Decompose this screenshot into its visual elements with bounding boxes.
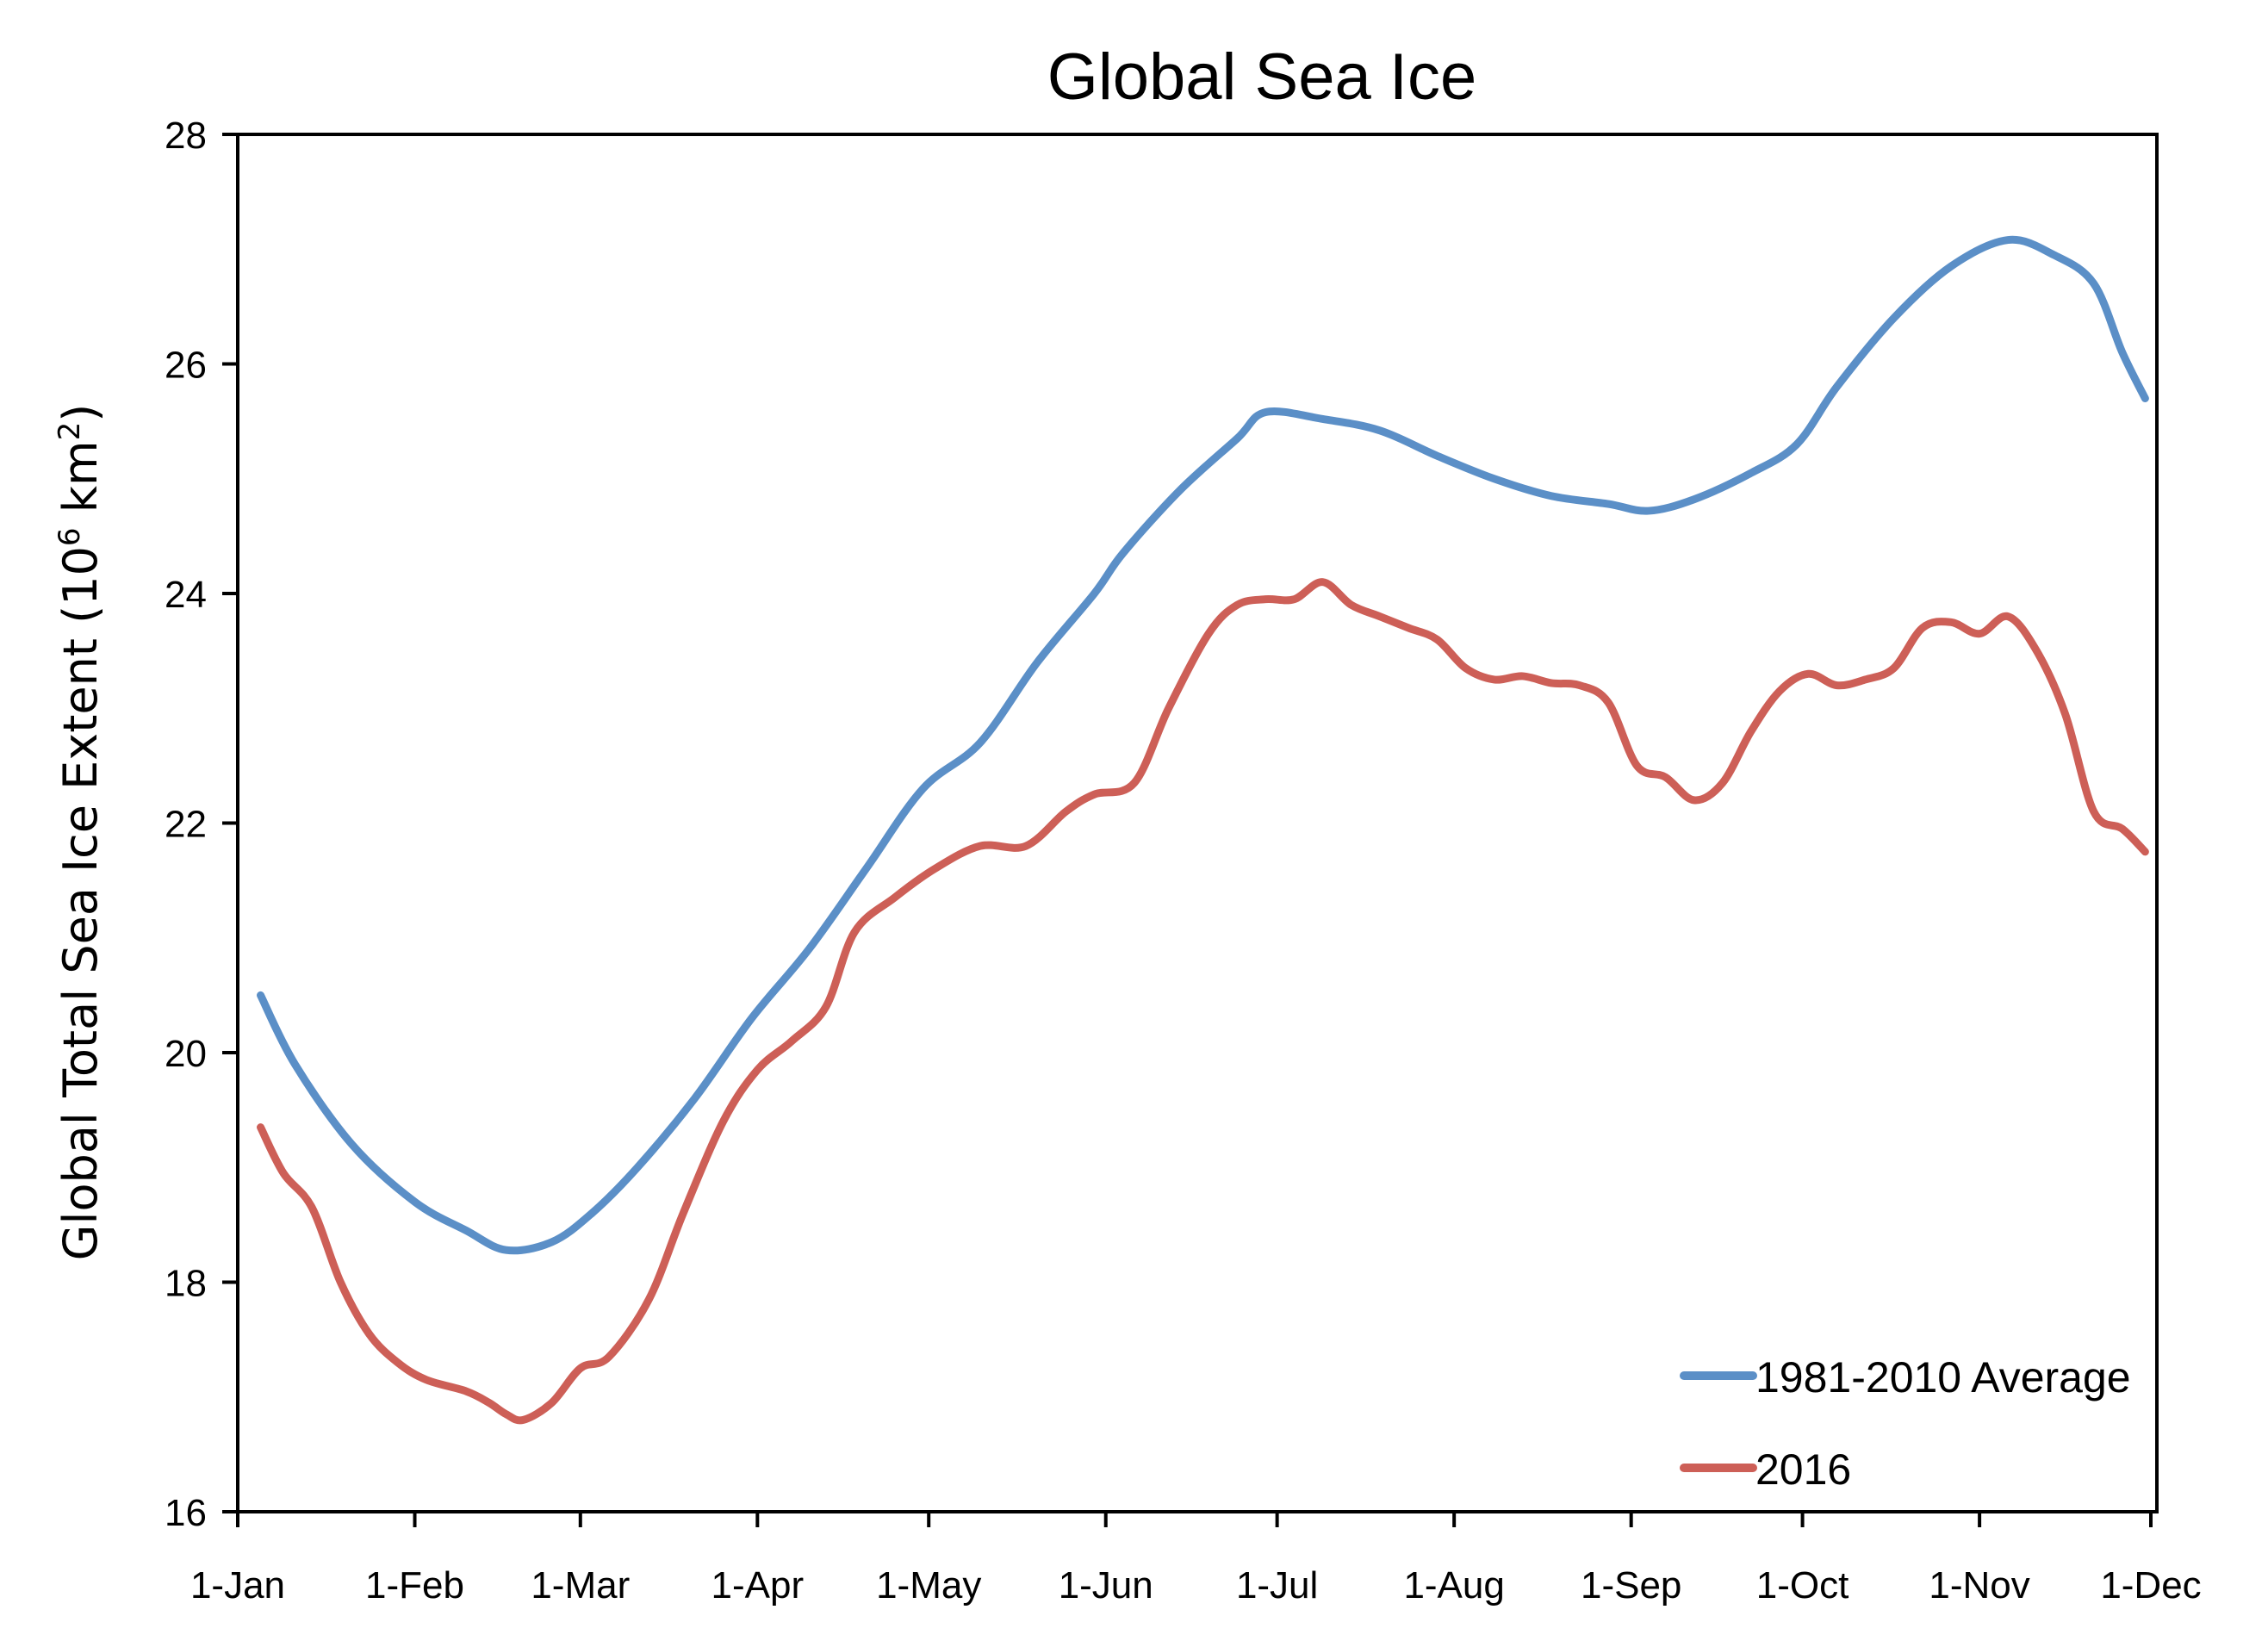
y-tick-label: 28: [165, 115, 207, 157]
y-axis-label-exponent-6: 6: [53, 527, 87, 546]
y-axis-label-main: Global Total Sea Ice Extent (10: [53, 546, 108, 1260]
x-tick-label: 1-Mar: [531, 1564, 630, 1607]
chart-title: Global Sea Ice: [1047, 40, 1477, 114]
x-tick-label: 1-Apr: [711, 1564, 805, 1607]
y-axis-label: Global Total Sea Ice Extent (106 km2): [53, 404, 108, 1261]
y-axis: 16 18 20 22 24 26 28: [165, 115, 238, 1534]
series-line-2016: [257, 578, 2149, 1425]
y-axis-label-unit: km: [53, 440, 108, 527]
y-axis-label-close: ): [53, 404, 108, 422]
svg-text:Global Total Sea Ice Extent (1: Global Total Sea Ice Extent (106 km2): [53, 404, 108, 1261]
x-tick-label: 1-Oct: [1756, 1564, 1849, 1607]
x-tick-label: 1-May: [876, 1564, 981, 1607]
y-tick-label: 26: [165, 345, 207, 387]
legend-label-2016: 2016: [1755, 1445, 1851, 1494]
y-tick-label: 16: [165, 1492, 207, 1534]
series-layer: [257, 235, 2149, 1425]
y-tick-label: 22: [165, 804, 207, 846]
series-line-average: [257, 235, 2149, 1255]
y-tick-label: 18: [165, 1263, 207, 1305]
x-tick-label: 1-Feb: [365, 1564, 464, 1607]
y-axis-label-exponent-2: 2: [53, 422, 87, 441]
legend: 1981-2010 Average 2016: [1680, 1353, 2131, 1494]
y-tick-label: 20: [165, 1033, 207, 1075]
x-tick-label: 1-Jan: [190, 1564, 285, 1607]
x-tick-label: 1-Sep: [1581, 1564, 1681, 1607]
x-tick-label: 1-Jun: [1059, 1564, 1153, 1607]
legend-label-average: 1981-2010 Average: [1755, 1353, 2131, 1402]
x-axis: 1-Jan 1-Feb 1-Mar 1-Apr 1-May 1-Jun 1-Jul 1-Aug…: [190, 1512, 2202, 1607]
y-tick-label: 24: [165, 574, 207, 616]
x-tick-label: 1-Jul: [1236, 1564, 1318, 1607]
x-tick-label: 1-Aug: [1403, 1564, 1504, 1607]
x-tick-label: 1-Nov: [1929, 1564, 2029, 1607]
x-tick-label: 1-Dec: [2100, 1564, 2201, 1607]
